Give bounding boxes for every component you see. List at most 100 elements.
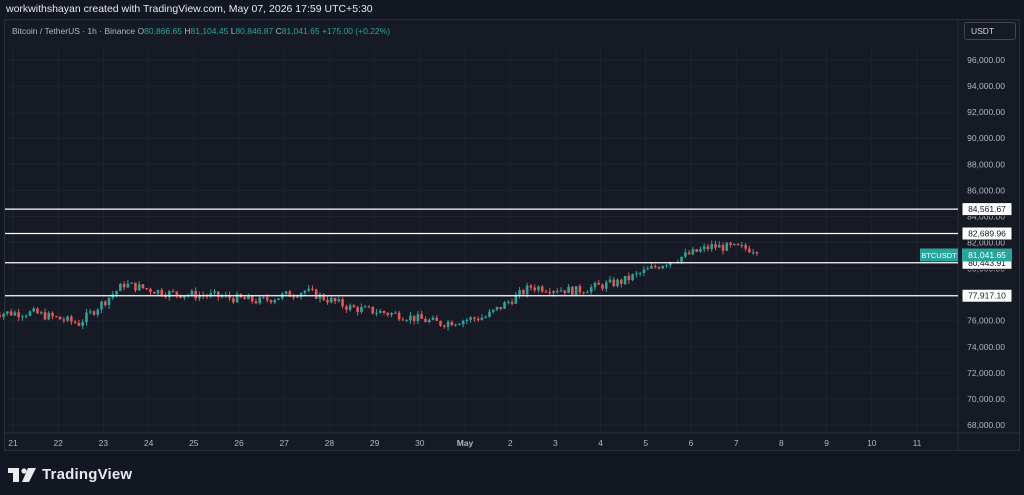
- candle-body: [589, 287, 593, 293]
- candle-body: [582, 292, 585, 294]
- candle-body: [168, 291, 171, 298]
- candle-body: [228, 294, 231, 299]
- candle-body: [17, 312, 20, 317]
- candle-body: [250, 295, 254, 302]
- candle-body: [748, 248, 751, 253]
- x-tick-label: 28: [325, 438, 335, 448]
- candle-body: [363, 306, 367, 308]
- candle-body: [141, 284, 145, 289]
- candle-body: [661, 266, 665, 269]
- ohlc-legend: Bitcoin / TetherUS · 1h · Binance O80,86…: [12, 26, 390, 36]
- candle-body: [439, 320, 442, 326]
- y-tick-label: 88,000.00: [967, 159, 1005, 169]
- x-tick-label: 6: [689, 438, 694, 448]
- candle-body: [608, 279, 612, 283]
- y-tick-label: 72,000.00: [967, 368, 1005, 378]
- candle-body: [292, 296, 295, 298]
- candle-body: [337, 299, 341, 302]
- candle-body: [13, 312, 17, 316]
- symbol-tag: [920, 248, 958, 262]
- candle-body: [28, 311, 32, 316]
- attribution-bar: workwithshayan created with TradingView.…: [0, 0, 1024, 18]
- candle-body: [243, 297, 246, 300]
- candle-body: [544, 291, 548, 293]
- candle-body: [288, 291, 292, 297]
- candle-body: [537, 286, 540, 291]
- y-tick-label: 76,000.00: [967, 316, 1005, 326]
- candle-body: [435, 317, 439, 321]
- candle-body: [499, 306, 503, 309]
- candle-body: [612, 279, 616, 287]
- high-label: H: [184, 26, 191, 36]
- price-chart[interactable]: 96,000.00 94,000.00 92,000.00 90,000.00 88,0…: [0, 0, 1024, 452]
- x-tick-label: 24: [144, 438, 154, 448]
- tradingview-logo[interactable]: TradingView: [8, 466, 132, 483]
- candle-body: [552, 291, 555, 293]
- level-price-label: 80,443.91: [968, 258, 1006, 268]
- candle-body: [563, 290, 567, 294]
- symbol-title[interactable]: Bitcoin / TetherUS · 1h · Binance: [12, 26, 136, 36]
- candle-body: [66, 316, 69, 321]
- candle-body: [318, 294, 322, 299]
- candle-body: [458, 324, 461, 326]
- candle-body: [96, 309, 100, 315]
- currency-button[interactable]: USDT: [964, 22, 1016, 40]
- x-tick-label: 7: [734, 438, 739, 448]
- candle-body: [454, 324, 457, 326]
- x-tick-label: 8: [779, 438, 784, 448]
- y-tick-label: 68,000.00: [967, 420, 1005, 430]
- y-tick-label: 96,000.00: [967, 55, 1005, 65]
- candle-body: [367, 306, 371, 308]
- candle-body: [740, 244, 744, 246]
- candle-body: [665, 265, 668, 267]
- x-tick-label: 22: [53, 438, 63, 448]
- y-tick-label: 84,000.00: [967, 211, 1005, 221]
- candle-body: [47, 312, 51, 320]
- candle-body: [657, 267, 661, 269]
- candle-body: [152, 291, 156, 294]
- candle-body: [390, 313, 393, 315]
- tradingview-logo-icon: [8, 467, 36, 482]
- candle-body: [431, 317, 435, 320]
- candle-body: [179, 295, 182, 298]
- candle-body: [198, 295, 201, 299]
- candle-body: [578, 286, 582, 293]
- candle-body: [156, 289, 160, 294]
- candle-body: [684, 252, 687, 257]
- candle-body: [405, 320, 408, 322]
- candle-body: [510, 301, 514, 304]
- candle-body: [424, 318, 427, 323]
- candle-body: [134, 282, 137, 291]
- candle-body: [627, 275, 631, 281]
- y-tick-label: 70,000.00: [967, 394, 1005, 404]
- candle-body: [258, 297, 262, 304]
- candle-body: [183, 295, 186, 298]
- x-tick-label: May: [457, 438, 474, 448]
- level-price-label: 82,689.96: [968, 229, 1006, 239]
- candle-body: [356, 307, 359, 313]
- candle-body: [220, 296, 224, 298]
- candle-body: [397, 312, 401, 320]
- candle-body: [525, 285, 529, 295]
- candle-body: [284, 291, 288, 294]
- candle-body: [311, 288, 314, 290]
- candle-body: [341, 299, 344, 307]
- candle-body: [484, 316, 488, 318]
- candle-body: [2, 313, 5, 317]
- candle-body: [717, 244, 721, 248]
- candle-body: [85, 312, 88, 323]
- candle-body: [194, 290, 197, 299]
- candle-body: [119, 283, 122, 292]
- candle-body: [495, 306, 499, 310]
- candle-body: [322, 294, 326, 300]
- candle-body: [21, 316, 24, 318]
- candle-body: [635, 273, 638, 275]
- candle-body: [299, 293, 303, 297]
- low-value: 80,846.87: [235, 26, 274, 36]
- y-tick-label: 94,000.00: [967, 81, 1005, 91]
- candle-body: [646, 268, 649, 270]
- candle-body: [555, 291, 559, 293]
- candle-body: [149, 288, 152, 292]
- candle-body: [378, 310, 382, 313]
- chart-frame[interactable]: [4, 19, 1020, 451]
